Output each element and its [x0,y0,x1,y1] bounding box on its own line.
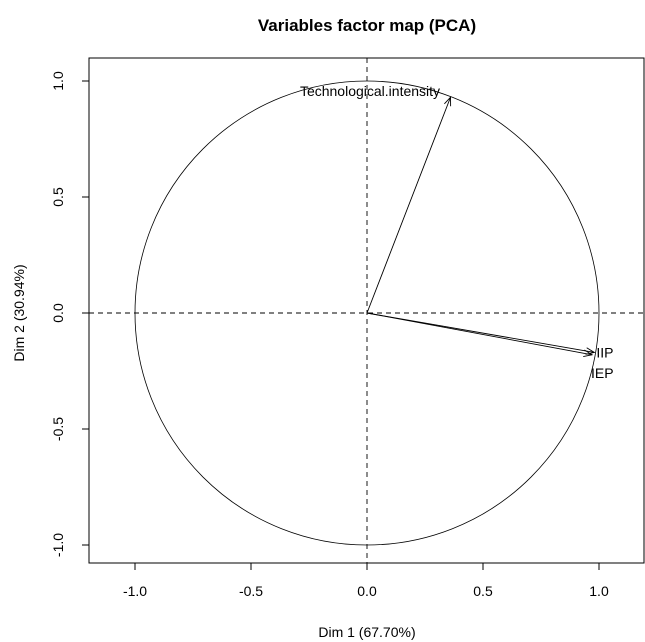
x-axis-label: Dim 1 (67.70%) [318,624,415,640]
y-tick-label: 0.5 [50,187,66,207]
x-tick-label: -0.5 [239,583,263,599]
y-tick-label: -1.0 [50,533,66,557]
arrowhead-technological-intensity [444,96,452,107]
x-tick-label: 0.5 [473,583,493,599]
x-tick-label: -1.0 [123,583,147,599]
variable-label: Technological.intensity [300,83,440,99]
plot-area: Technological.intensity IIP IEP [89,58,644,563]
chart-title: Variables factor map (PCA) [258,16,476,35]
y-tick-label: 1.0 [50,71,66,91]
variable-label: IEP [591,365,614,381]
y-tick-label: 0.0 [50,303,66,323]
y-axis-label: Dim 2 (30.94%) [11,264,27,361]
x-tick-label: 1.0 [589,583,609,599]
arrowhead-iep [583,349,594,357]
y-axis: -1.0 -0.5 0.0 0.5 1.0 [50,71,89,557]
variable-label: IIP [596,344,613,360]
x-axis: -1.0 -0.5 0.0 0.5 1.0 [123,563,609,599]
plot-frame [88,57,645,564]
y-tick-label: -0.5 [50,417,66,441]
arrow-technological-intensity [366,97,451,314]
arrow-iep [366,312,593,356]
x-tick-label: 0.0 [357,583,377,599]
arrow-iip [366,312,595,353]
